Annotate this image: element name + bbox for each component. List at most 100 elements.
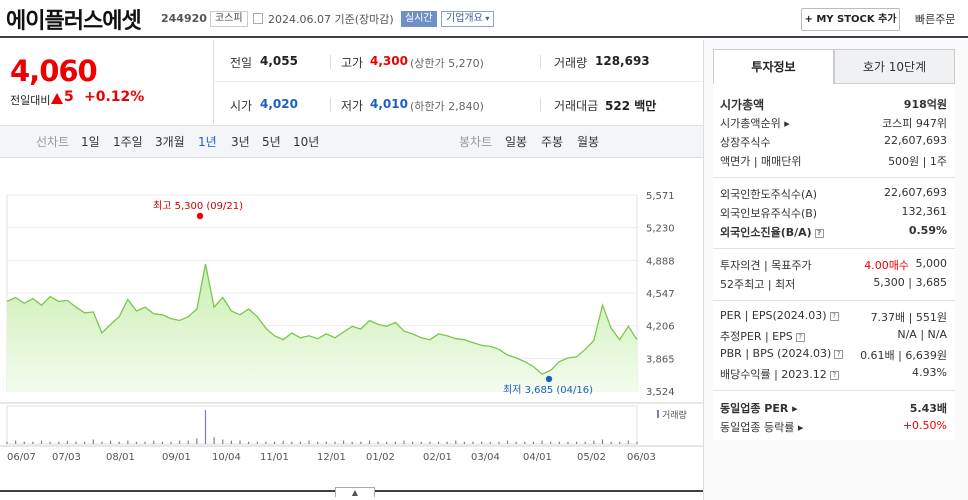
candle-option[interactable]: 일봉 [505, 135, 528, 149]
volume-bar [317, 441, 319, 444]
period-option[interactable]: 1일 [81, 135, 100, 149]
x-tick-label: 06/03 [627, 452, 656, 463]
candle-option[interactable]: 월봉 [577, 135, 600, 149]
x-tick-label: 02/01 [423, 452, 452, 463]
volume-bar [342, 440, 345, 444]
volume-bar [558, 441, 560, 444]
x-tick-label: 11/01 [260, 452, 289, 463]
help-icon[interactable]: ? [829, 312, 839, 321]
volume-bar [144, 441, 146, 444]
volume-bar [429, 441, 431, 444]
divider [713, 177, 955, 178]
volume-bar [567, 441, 569, 444]
volume-bar [6, 441, 8, 444]
volume-bar [153, 440, 155, 444]
volume-bar [394, 441, 396, 444]
pbr-value: 0.61배 | 6,639원 [860, 349, 947, 362]
volume-bar [489, 441, 491, 444]
open-label: 시가 [230, 99, 253, 113]
volume-bar [619, 441, 621, 444]
volume-bar [118, 441, 120, 444]
pbr-label: PBR | BPS (2024.03)? [720, 347, 844, 360]
foreign-hold-value: 132,361 [901, 205, 948, 218]
stock-code: 244920 [161, 12, 207, 25]
volume-bar [377, 441, 379, 444]
period-option[interactable]: 1년 [198, 135, 217, 149]
volume-bar [524, 441, 526, 444]
volume-bar [351, 441, 353, 444]
x-tick-label: 06/07 [7, 452, 36, 463]
industry-per-label[interactable]: 동일업종 PER ▸ [720, 402, 798, 415]
volume-bar [213, 437, 215, 444]
volume-bar [601, 439, 604, 444]
lower-limit: (하한가 2,840) [410, 100, 484, 113]
per-value: 7.37배 | 551원 [870, 311, 947, 324]
low-price: 4,010 [370, 97, 408, 111]
industry-rate-label[interactable]: 동일업종 등락률 ▸ [720, 421, 804, 434]
period-option[interactable]: 3개월 [155, 135, 185, 149]
market-cap-value: 918억원 [903, 98, 947, 111]
volume-bar [66, 440, 69, 444]
volume-bar [593, 440, 595, 444]
candle-chart-label: 봉차트 [459, 135, 493, 149]
volume-bar [368, 440, 371, 444]
opinion-label: 투자의견 | 목표주가 [720, 259, 812, 272]
foreign-limit-value: 22,607,693 [884, 186, 947, 199]
volume-bar [187, 440, 189, 444]
x-tick-label: 12/01 [317, 452, 346, 463]
volume-bar [636, 441, 638, 444]
divider [213, 81, 703, 82]
volume-bar [58, 441, 60, 444]
volume-bar [455, 440, 457, 444]
amount-label: 거래대금 [554, 99, 599, 113]
volume-bar [334, 441, 336, 444]
my-stock-add-button[interactable]: + MY STOCK 추가 [801, 8, 900, 31]
volume-bar [222, 439, 224, 444]
help-icon[interactable]: ? [829, 371, 839, 380]
change-percent: +0.12% [84, 89, 145, 105]
volume-bar [15, 440, 17, 444]
chevron-up-icon[interactable]: ▲ [335, 487, 375, 497]
period-option[interactable]: 10년 [293, 135, 320, 149]
volume-bar [32, 441, 34, 444]
help-icon[interactable]: ? [814, 229, 824, 238]
realtime-button[interactable]: 실시간 [401, 11, 437, 27]
divider [713, 248, 955, 249]
market-badge: 코스피 [210, 11, 248, 27]
volume-area [6, 405, 638, 445]
high-label: 고가 [341, 56, 364, 70]
market-cap-label: 시가총액 [720, 98, 765, 112]
volume-bar [23, 441, 25, 444]
y-tick-label: 4,888 [646, 256, 675, 267]
x-tick-label: 01/02 [366, 452, 395, 463]
x-tick-label: 05/02 [577, 452, 606, 463]
tab-quote-10[interactable]: 호가 10단계 [834, 49, 955, 84]
prev-label: 전일 [230, 56, 253, 70]
volume-bar [75, 441, 77, 444]
low-marker [545, 375, 553, 383]
period-option[interactable]: 5년 [262, 135, 281, 149]
change-value: 5 [64, 89, 74, 105]
volume-bar [282, 440, 284, 444]
volume-bar [204, 410, 207, 444]
divider [330, 98, 331, 112]
opinion-value: 4.00매수 [864, 259, 909, 272]
period-option[interactable]: 3년 [231, 135, 250, 149]
help-icon[interactable]: ? [834, 350, 844, 359]
candle-option[interactable]: 주봉 [541, 135, 564, 149]
quick-order-link[interactable]: 빠른주문 [915, 13, 956, 26]
corp-info-dropdown[interactable]: 기업개요 ▾ [441, 11, 495, 27]
volume-bar [446, 441, 448, 444]
volume-bar [196, 438, 198, 444]
volume-bar [49, 441, 51, 444]
volume-bar [541, 440, 543, 444]
foreign-hold-label: 외국인보유주식수(B) [720, 207, 818, 220]
cap-rank-label[interactable]: 시가총액순위 ▸ [720, 117, 790, 130]
volume-bar [109, 440, 112, 444]
period-option[interactable]: 1주일 [113, 135, 143, 149]
shares-value: 22,607,693 [884, 134, 947, 147]
tab-invest-info[interactable]: 투자정보 [713, 49, 834, 84]
volume-bar [101, 441, 103, 444]
volume-bar [575, 441, 578, 444]
help-icon[interactable]: ? [795, 333, 805, 342]
